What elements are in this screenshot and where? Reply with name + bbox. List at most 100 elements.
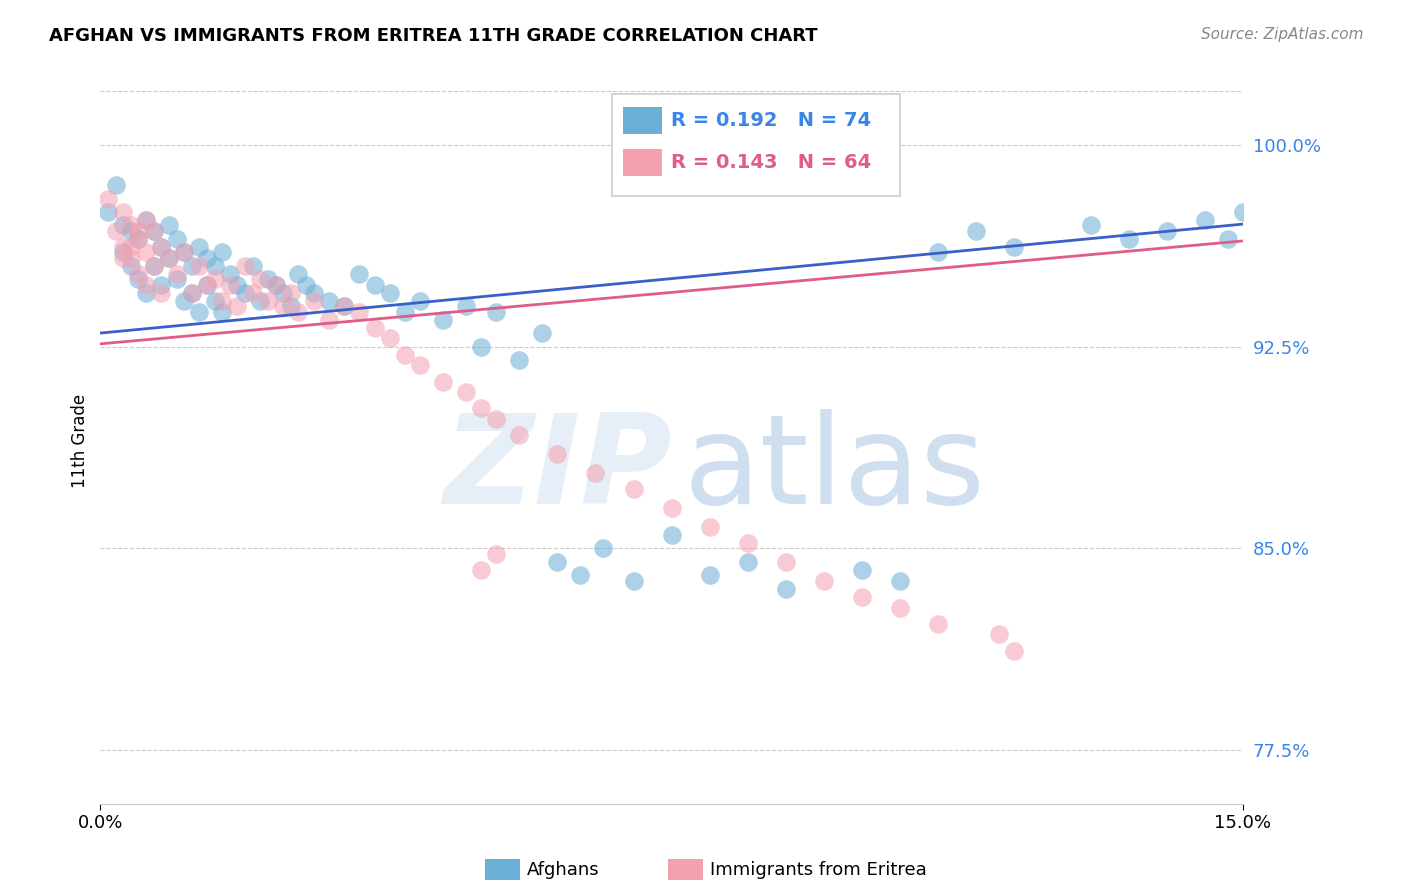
Point	[1004, 643, 1026, 657]
Point	[432, 375, 454, 389]
Point	[333, 299, 356, 313]
Text: Immigrants from Eritrea: Immigrants from Eritrea	[710, 861, 927, 879]
Point	[249, 293, 271, 308]
Point	[257, 272, 280, 286]
Point	[211, 304, 233, 318]
Point	[485, 304, 508, 318]
Point	[97, 205, 120, 219]
Point	[264, 277, 287, 292]
Point	[242, 285, 264, 300]
Point	[470, 563, 492, 577]
Point	[409, 293, 432, 308]
Point	[204, 272, 226, 286]
Point	[180, 285, 202, 300]
Point	[112, 245, 135, 260]
Point	[135, 285, 157, 300]
Point	[195, 277, 218, 292]
Point	[508, 353, 530, 368]
Point	[318, 293, 340, 308]
Point	[927, 245, 949, 260]
Point	[1080, 219, 1102, 233]
Point	[157, 251, 180, 265]
Point	[318, 312, 340, 326]
Text: Afghans: Afghans	[527, 861, 600, 879]
Point	[363, 320, 385, 334]
Point	[851, 563, 873, 577]
Point	[112, 219, 135, 233]
Text: Source: ZipAtlas.com: Source: ZipAtlas.com	[1201, 27, 1364, 42]
Point	[157, 251, 180, 265]
Point	[775, 555, 797, 569]
Point	[623, 574, 645, 588]
Point	[470, 401, 492, 416]
Point	[1216, 232, 1239, 246]
Point	[127, 232, 149, 246]
Point	[271, 299, 294, 313]
Point	[280, 285, 302, 300]
Point	[264, 277, 287, 292]
Point	[737, 536, 759, 550]
Point	[127, 232, 149, 246]
Point	[218, 277, 240, 292]
Point	[211, 245, 233, 260]
Point	[188, 304, 211, 318]
Point	[699, 568, 721, 582]
Point	[546, 447, 568, 461]
Point	[287, 304, 309, 318]
Point	[333, 299, 356, 313]
Point	[142, 224, 165, 238]
Point	[1004, 240, 1026, 254]
Point	[173, 245, 195, 260]
Point	[470, 339, 492, 353]
Point	[257, 293, 280, 308]
Point	[585, 466, 607, 480]
Point	[1232, 205, 1254, 219]
Point	[287, 267, 309, 281]
Point	[120, 251, 142, 265]
Point	[1156, 224, 1178, 238]
Point	[1118, 232, 1140, 246]
Point	[195, 277, 218, 292]
Point	[965, 224, 987, 238]
Point	[135, 277, 157, 292]
Point	[394, 348, 416, 362]
Point	[349, 304, 371, 318]
Point	[775, 582, 797, 596]
Point	[302, 285, 325, 300]
Point	[150, 240, 173, 254]
Point	[363, 277, 385, 292]
Point	[127, 224, 149, 238]
Point	[226, 299, 249, 313]
Point	[112, 251, 135, 265]
Point	[195, 251, 218, 265]
Point	[150, 240, 173, 254]
Point	[242, 259, 264, 273]
Point	[454, 299, 477, 313]
Point	[280, 299, 302, 313]
Point	[150, 277, 173, 292]
Text: R = 0.143   N = 64: R = 0.143 N = 64	[671, 153, 870, 172]
Point	[485, 547, 508, 561]
Point	[623, 482, 645, 496]
Point	[592, 541, 614, 556]
Point	[378, 331, 401, 345]
Point	[188, 240, 211, 254]
Point	[166, 272, 188, 286]
Point	[180, 259, 202, 273]
Text: R = 0.192   N = 74: R = 0.192 N = 74	[671, 111, 870, 130]
Point	[233, 259, 256, 273]
Point	[188, 259, 211, 273]
Point	[120, 224, 142, 238]
Point	[211, 293, 233, 308]
Point	[150, 285, 173, 300]
Point	[204, 293, 226, 308]
Point	[546, 555, 568, 569]
Point	[699, 520, 721, 534]
Point	[569, 568, 592, 582]
Point	[661, 500, 683, 515]
Point	[454, 385, 477, 400]
Point	[813, 574, 835, 588]
Point	[485, 412, 508, 426]
Point	[142, 259, 165, 273]
Point	[349, 267, 371, 281]
